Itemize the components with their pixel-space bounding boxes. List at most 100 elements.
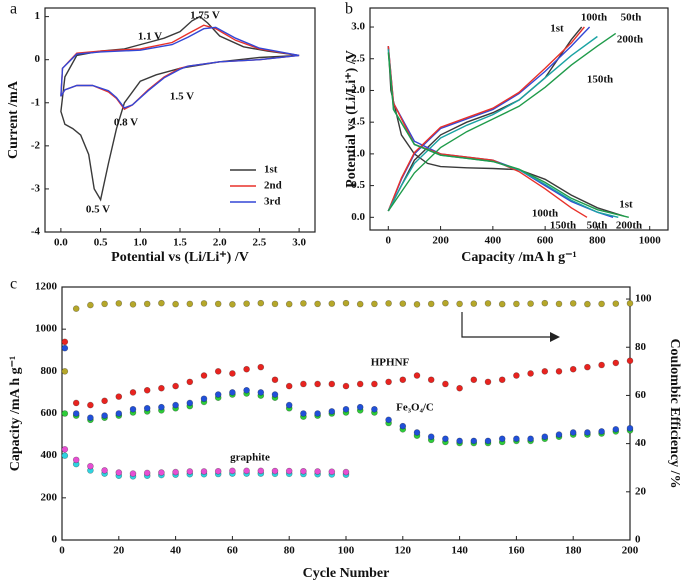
y-tick-label: 2.0 bbox=[351, 84, 365, 96]
data-point bbox=[314, 300, 321, 308]
annotation: 150th bbox=[550, 220, 576, 232]
data-point bbox=[129, 389, 137, 396]
data-point bbox=[87, 301, 94, 309]
y-tick-label: -1 bbox=[31, 96, 40, 108]
data-point bbox=[598, 300, 605, 308]
data-point bbox=[626, 357, 634, 365]
y-tick-label: 1 bbox=[35, 10, 41, 22]
data-point bbox=[328, 300, 336, 307]
data-point bbox=[186, 468, 194, 475]
data-point bbox=[555, 431, 563, 438]
data-point bbox=[72, 305, 80, 312]
data-point bbox=[200, 300, 208, 307]
series-label: 100th bbox=[581, 12, 607, 24]
annotation: 200th bbox=[616, 220, 642, 232]
data-point bbox=[484, 300, 492, 307]
data-point bbox=[214, 368, 222, 375]
data-point bbox=[626, 300, 634, 307]
data-point bbox=[143, 387, 151, 394]
x-tick-label: 0 bbox=[59, 545, 65, 557]
y-tick-label: 1000 bbox=[35, 323, 58, 335]
data-point bbox=[87, 414, 94, 422]
data-point bbox=[87, 462, 94, 470]
data-point bbox=[129, 470, 137, 477]
data-point bbox=[342, 299, 350, 307]
data-point bbox=[427, 376, 435, 384]
data-point bbox=[442, 299, 449, 307]
data-point bbox=[555, 368, 563, 375]
x-tick-label: 600 bbox=[537, 235, 554, 247]
plot-frame bbox=[369, 7, 669, 231]
x-tick-label: 20 bbox=[113, 545, 125, 557]
data-point bbox=[399, 376, 407, 384]
data-point bbox=[399, 300, 407, 307]
series-label: 150th bbox=[587, 74, 613, 86]
data-point bbox=[300, 467, 307, 475]
data-point bbox=[72, 410, 80, 417]
y-axis-label: Potential vs (Li/Li⁺) /V bbox=[344, 50, 359, 188]
data-point bbox=[442, 435, 449, 443]
data-point bbox=[115, 300, 123, 307]
y2-tick-label: 80 bbox=[635, 341, 647, 353]
data-point bbox=[72, 456, 80, 464]
data-point bbox=[229, 370, 236, 377]
data-point bbox=[200, 372, 208, 379]
legend-label: 3rd bbox=[264, 196, 281, 208]
series-label: 1st bbox=[550, 23, 564, 35]
x-tick-label: 120 bbox=[395, 545, 412, 557]
data-point bbox=[498, 435, 506, 443]
data-point bbox=[527, 300, 534, 307]
data-point bbox=[158, 403, 165, 411]
data-point bbox=[456, 300, 463, 308]
data-point bbox=[271, 300, 279, 308]
data-point bbox=[72, 399, 80, 407]
data-point bbox=[569, 365, 577, 373]
y-tick-label: 1.5 bbox=[351, 116, 365, 128]
data-point bbox=[314, 380, 321, 388]
y2-axis-label: Coulombic Efficiency /% bbox=[667, 338, 682, 488]
data-point bbox=[413, 301, 421, 308]
x-tick-label: 400 bbox=[485, 235, 502, 247]
data-point bbox=[456, 437, 463, 445]
data-point bbox=[385, 378, 392, 386]
data-point bbox=[257, 467, 265, 475]
annotation: 0.5 V bbox=[86, 204, 110, 216]
panel-label: b bbox=[345, 1, 353, 18]
data-point bbox=[513, 435, 520, 443]
y-axis-label: Current /mA bbox=[6, 80, 21, 159]
data-point bbox=[229, 467, 236, 475]
data-point bbox=[541, 299, 549, 307]
axis-arrowhead bbox=[550, 332, 560, 342]
data-point bbox=[285, 401, 293, 409]
data-point bbox=[172, 468, 179, 476]
x-tick-label: 0 bbox=[386, 235, 392, 247]
y-tick-label: 2.5 bbox=[351, 52, 365, 64]
data-point bbox=[101, 397, 108, 405]
data-point bbox=[87, 401, 94, 409]
data-point bbox=[271, 376, 279, 384]
annotation: 1.75 V bbox=[190, 10, 220, 22]
data-point bbox=[569, 300, 577, 307]
annotation: 50th bbox=[587, 220, 608, 232]
data-point bbox=[427, 433, 435, 440]
x-axis-label: Cycle Number bbox=[303, 566, 390, 581]
data-point bbox=[470, 437, 478, 445]
data-point bbox=[527, 370, 534, 377]
data-point bbox=[61, 410, 69, 417]
data-point bbox=[129, 405, 137, 413]
data-point bbox=[115, 410, 123, 417]
data-line bbox=[387, 35, 619, 218]
data-point bbox=[143, 469, 151, 477]
data-point bbox=[427, 300, 435, 308]
data-point bbox=[243, 467, 250, 475]
data-point bbox=[257, 363, 265, 371]
series-label: 50th bbox=[621, 12, 642, 24]
x-tick-label: 60 bbox=[227, 545, 239, 557]
x-tick-label: 200 bbox=[622, 545, 639, 557]
y2-tick-label: 100 bbox=[635, 293, 652, 305]
data-point bbox=[399, 422, 407, 430]
axis-arrow bbox=[461, 312, 550, 338]
data-line bbox=[387, 26, 624, 217]
data-point bbox=[300, 300, 307, 307]
x-tick-label: 800 bbox=[589, 235, 606, 247]
